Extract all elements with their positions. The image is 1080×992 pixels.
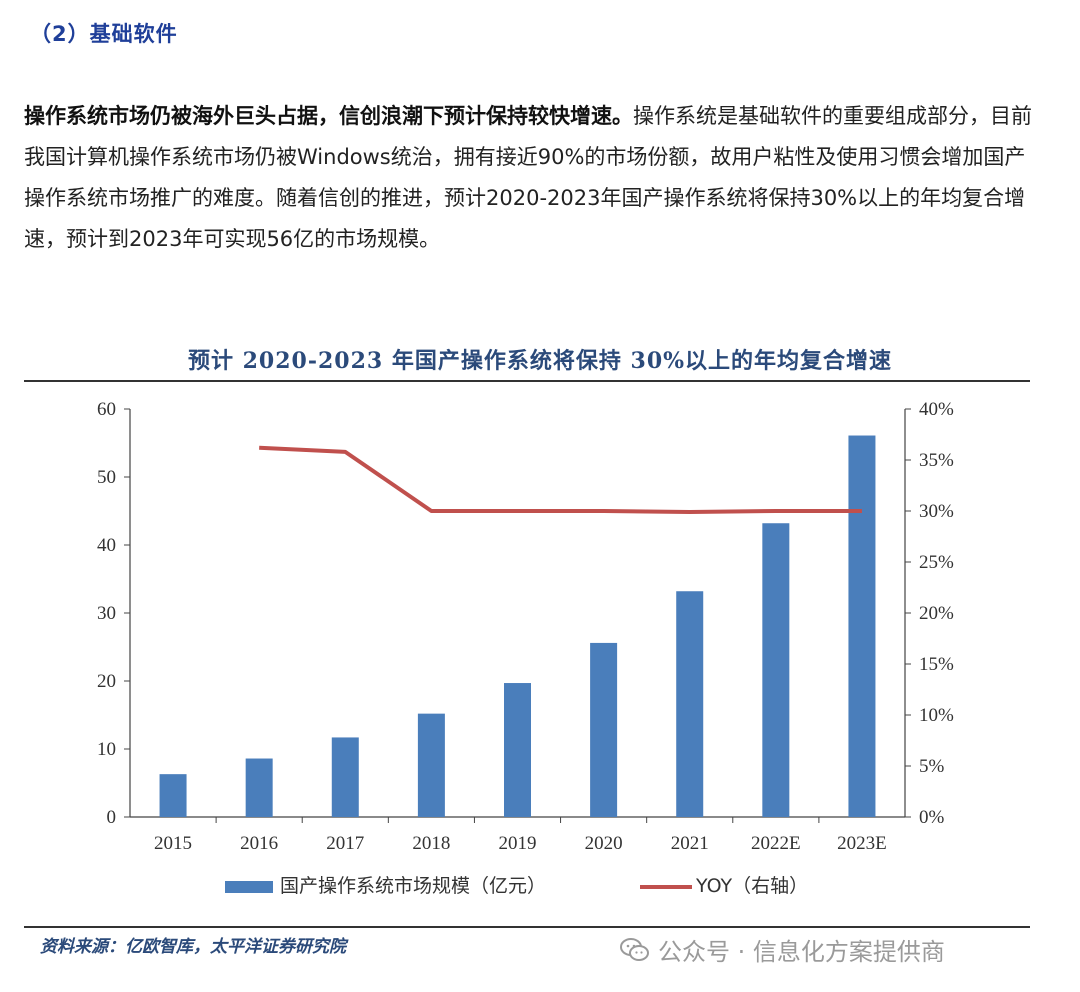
chart-title: 预计 2020-2023 年国产操作系统将保持 30%以上的年均复合增速 [187, 348, 893, 374]
bar-2020 [590, 642, 618, 817]
bar-2017 [331, 737, 359, 817]
right-tick-label: 40% [919, 399, 954, 420]
x-tick-label: 2018 [412, 833, 450, 854]
x-tick-label: 2019 [499, 833, 537, 854]
market-size-chart: 0 10 20 30 40 50 60 0% 5% 10% 15% 20% 25% 30% 35% 40% 20… [97, 399, 954, 897]
right-tick-label: 5% [919, 756, 945, 777]
right-tick-label: 15% [919, 654, 954, 675]
x-tick-label: 2016 [240, 833, 278, 854]
paragraph-body: 操作系统是基础软件的重要组成部分，目前我国计算机操作系统市场仍被Windows统… [24, 104, 1032, 251]
bar-2019 [504, 683, 531, 817]
paragraph-lead: 操作系统市场仍被海外巨头占据，信创浪潮下预计保持较快增速。 [24, 104, 633, 128]
bar-2023E [848, 435, 876, 817]
x-tick-label: 2023E [837, 833, 887, 854]
watermark-text: 公众号 · 信息化方案提供商 [658, 938, 945, 966]
watermark: 公众号 · 信息化方案提供商 [620, 932, 945, 967]
left-tick-label: 60 [97, 399, 116, 420]
right-tick-label: 35% [919, 450, 954, 471]
right-tick-label: 20% [919, 603, 954, 624]
x-tick-label: 2021 [671, 833, 709, 854]
source-note: 资料来源：亿欧智库，太平洋证券研究院 [40, 937, 346, 957]
left-tick-label: 10 [97, 739, 116, 760]
right-tick-label: 25% [919, 552, 954, 573]
wechat-icon [620, 937, 649, 961]
legend-swatch-bar [225, 881, 273, 893]
left-tick-label: 30 [97, 603, 116, 624]
bar-2018 [417, 713, 445, 817]
right-tick-label: 30% [919, 501, 954, 522]
body-paragraph: 操作系统市场仍被海外巨头占据，信创浪潮下预计保持较快增速。操作系统是基础软件的重… [24, 96, 1034, 260]
bar-2015 [159, 774, 187, 817]
chart-top-rule [24, 380, 1030, 382]
bar-2016 [245, 758, 273, 817]
yoy-line [259, 445, 862, 515]
bar-2022E [762, 523, 790, 817]
right-tick-label: 0% [919, 807, 945, 828]
bar-2021 [676, 591, 704, 817]
x-tick-label: 2020 [585, 833, 623, 854]
x-tick-label: 2015 [154, 833, 192, 854]
x-tick-label: 2017 [326, 833, 364, 854]
left-tick-label: 50 [97, 467, 116, 488]
legend-label-line: YOY（右轴） [695, 875, 808, 897]
left-tick-label: 0 [107, 807, 117, 828]
x-tick-label: 2022E [751, 833, 801, 854]
legend-label-bar: 国产操作系统市场规模（亿元） [280, 875, 546, 897]
right-tick-label: 10% [919, 705, 954, 726]
left-tick-label: 20 [97, 671, 116, 692]
left-tick-label: 40 [97, 535, 116, 556]
chart-bottom-rule [24, 926, 1030, 928]
section-title: （2）基础软件 [30, 22, 178, 46]
